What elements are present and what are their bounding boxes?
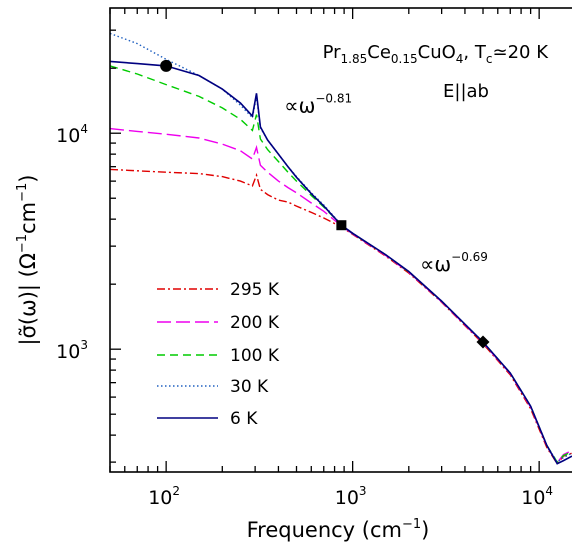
legend-label: 6 K bbox=[230, 409, 258, 429]
y-tick-label: 103 bbox=[56, 338, 88, 363]
marker-diamond bbox=[476, 335, 490, 349]
series-line-295k bbox=[110, 168, 572, 465]
plot-frame bbox=[109, 7, 572, 473]
series-line-200k bbox=[110, 127, 572, 464]
x-tick-label: 103 bbox=[335, 484, 367, 509]
legend-label: 200 K bbox=[230, 313, 280, 333]
y-tick-label: 104 bbox=[56, 122, 88, 147]
legend: 295 K 200 K 100 K 30 K 6 K bbox=[157, 280, 280, 429]
series-line-6k bbox=[110, 60, 572, 465]
y-axis-title: |σ̃(ω)| (Ω−1cm−1) bbox=[15, 175, 41, 346]
x-axis-title: Frequency (cm−1) bbox=[247, 517, 430, 542]
series-line-100k bbox=[110, 65, 572, 464]
series-layer bbox=[110, 32, 572, 465]
chart-subtitle: E||ab bbox=[443, 81, 489, 102]
tick-layer bbox=[109, 8, 540, 472]
slope-annotation: ∝ω−0.81 bbox=[284, 91, 352, 117]
annotation-layer: ∝ω−0.81 ∝ω−0.69 bbox=[284, 91, 488, 276]
slope-annotation: ∝ω−0.69 bbox=[420, 250, 488, 276]
legend-label: 100 K bbox=[230, 346, 280, 366]
legend-label: 295 K bbox=[230, 280, 280, 300]
marker-circle bbox=[160, 59, 173, 72]
x-tick-label: 102 bbox=[148, 484, 180, 509]
marker-layer bbox=[160, 59, 490, 349]
marker-square bbox=[336, 220, 347, 231]
chart-title: Pr1.85Ce0.15CuO4, Tc≃20 K bbox=[323, 42, 550, 66]
legend-label: 30 K bbox=[230, 377, 269, 397]
x-tick-label: 104 bbox=[521, 484, 553, 509]
